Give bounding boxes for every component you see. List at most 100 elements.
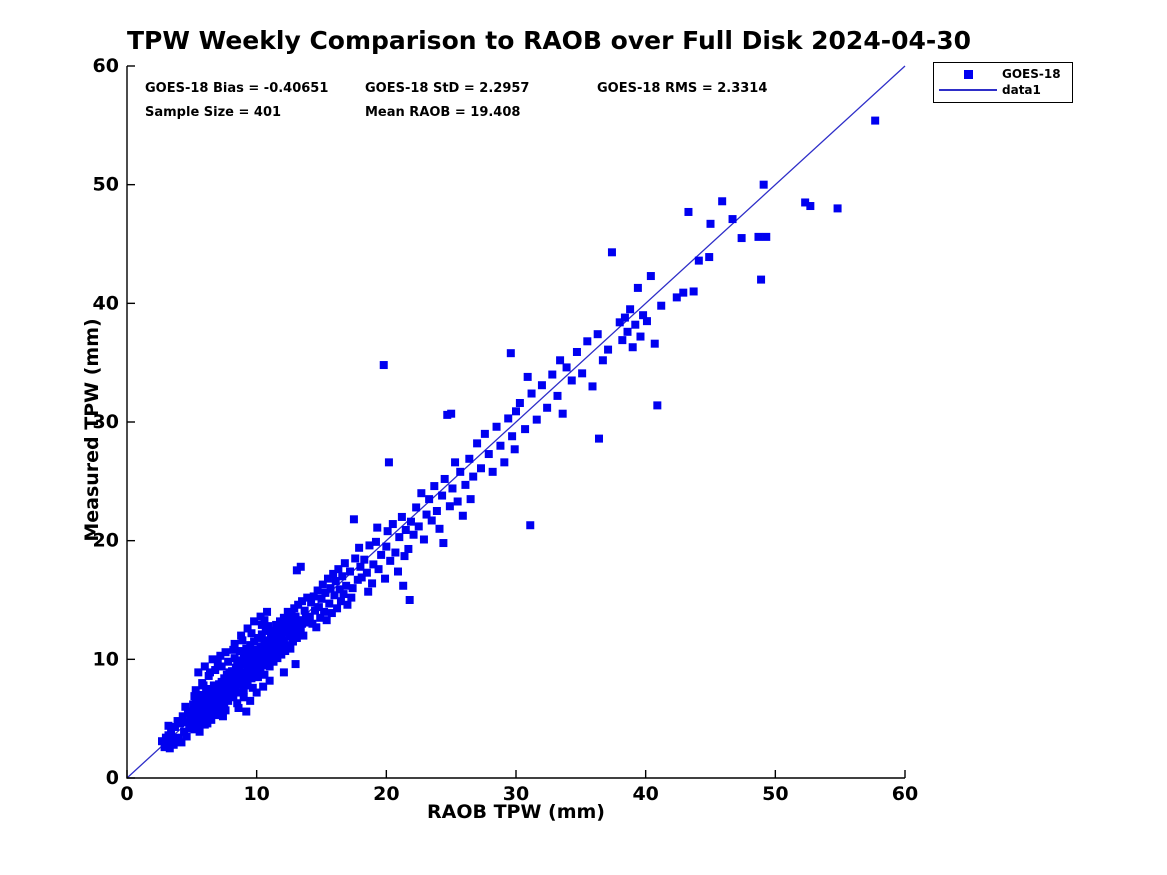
data-point — [335, 585, 344, 594]
data-point — [189, 700, 198, 709]
data-point — [248, 683, 257, 692]
y-tick-label: 40 — [93, 292, 119, 314]
data-point — [833, 204, 842, 213]
data-point — [298, 597, 307, 606]
data-point — [650, 339, 659, 348]
data-point — [384, 458, 393, 467]
data-point — [340, 559, 349, 568]
data-point — [646, 272, 655, 281]
data-point — [314, 603, 323, 612]
data-point — [419, 535, 428, 544]
data-point — [397, 512, 406, 521]
data-point — [572, 347, 581, 356]
data-point — [296, 626, 305, 635]
data-point — [174, 733, 183, 742]
data-point — [243, 681, 252, 690]
data-point — [235, 661, 244, 670]
data-point — [203, 719, 212, 728]
data-point — [806, 202, 815, 211]
data-point — [317, 594, 326, 603]
data-point — [338, 572, 347, 581]
data-point — [383, 527, 392, 536]
data-point — [639, 311, 648, 320]
data-point — [199, 692, 208, 701]
legend-line-sample — [934, 89, 1002, 91]
data-point — [757, 275, 766, 284]
data-point — [567, 376, 576, 385]
data-point — [351, 554, 360, 563]
data-point — [180, 727, 189, 736]
data-point — [371, 537, 380, 546]
data-point — [224, 657, 233, 666]
legend-entry-data1: data1 — [934, 82, 1072, 98]
data-point — [374, 565, 383, 574]
data-point — [379, 361, 388, 370]
data-point — [305, 612, 314, 621]
data-point — [394, 567, 403, 576]
data-point — [653, 401, 662, 410]
data-point — [191, 686, 200, 695]
data-point — [754, 232, 763, 241]
data-point — [243, 624, 252, 633]
data-point — [620, 313, 629, 322]
scatter-marker-icon — [963, 69, 973, 79]
data-point — [327, 609, 336, 618]
x-tick-label: 30 — [503, 783, 529, 805]
data-point — [237, 631, 246, 640]
data-point — [253, 673, 262, 682]
data-point — [199, 681, 208, 690]
data-point — [216, 651, 225, 660]
data-point — [583, 337, 592, 346]
data-point — [404, 544, 413, 553]
data-point — [257, 620, 266, 629]
data-point — [492, 422, 501, 431]
data-point — [333, 604, 342, 613]
data-point — [558, 409, 567, 418]
data-point — [229, 645, 238, 654]
data-point — [259, 682, 268, 691]
data-point — [401, 525, 410, 534]
data-point — [336, 597, 345, 606]
data-point — [357, 573, 366, 582]
data-point — [684, 207, 693, 216]
data-point — [427, 516, 436, 525]
data-point — [461, 480, 470, 489]
data-point — [360, 555, 369, 564]
y-tick-label: 20 — [93, 530, 119, 552]
data-point — [239, 693, 248, 702]
data-point — [594, 434, 603, 443]
data-point — [325, 599, 334, 608]
data-point — [255, 649, 264, 658]
data-point — [309, 592, 318, 601]
data-point — [362, 568, 371, 577]
data-point — [283, 623, 292, 632]
data-point — [430, 482, 439, 491]
x-tick-label: 50 — [762, 783, 788, 805]
data-point — [368, 579, 377, 588]
data-point — [194, 668, 203, 677]
data-point — [537, 381, 546, 390]
data-point — [320, 607, 329, 616]
data-point — [181, 718, 190, 727]
data-point — [636, 332, 645, 341]
data-point — [405, 596, 414, 604]
data-point — [412, 503, 421, 512]
data-point — [231, 682, 240, 691]
data-point — [386, 556, 395, 565]
data-point — [737, 234, 746, 243]
y-tick-label: 60 — [93, 55, 119, 77]
data-point — [250, 617, 259, 626]
x-tick-label: 40 — [632, 783, 658, 805]
data-point — [553, 391, 562, 400]
data-point — [689, 287, 698, 296]
data-point — [286, 644, 295, 653]
data-point — [679, 288, 688, 297]
data-point — [435, 524, 444, 533]
data-point — [252, 688, 261, 697]
data-point — [694, 256, 703, 265]
data-point — [233, 699, 242, 708]
data-point — [422, 510, 431, 519]
data-point — [484, 450, 493, 459]
data-point — [377, 550, 386, 559]
data-point — [265, 676, 274, 685]
